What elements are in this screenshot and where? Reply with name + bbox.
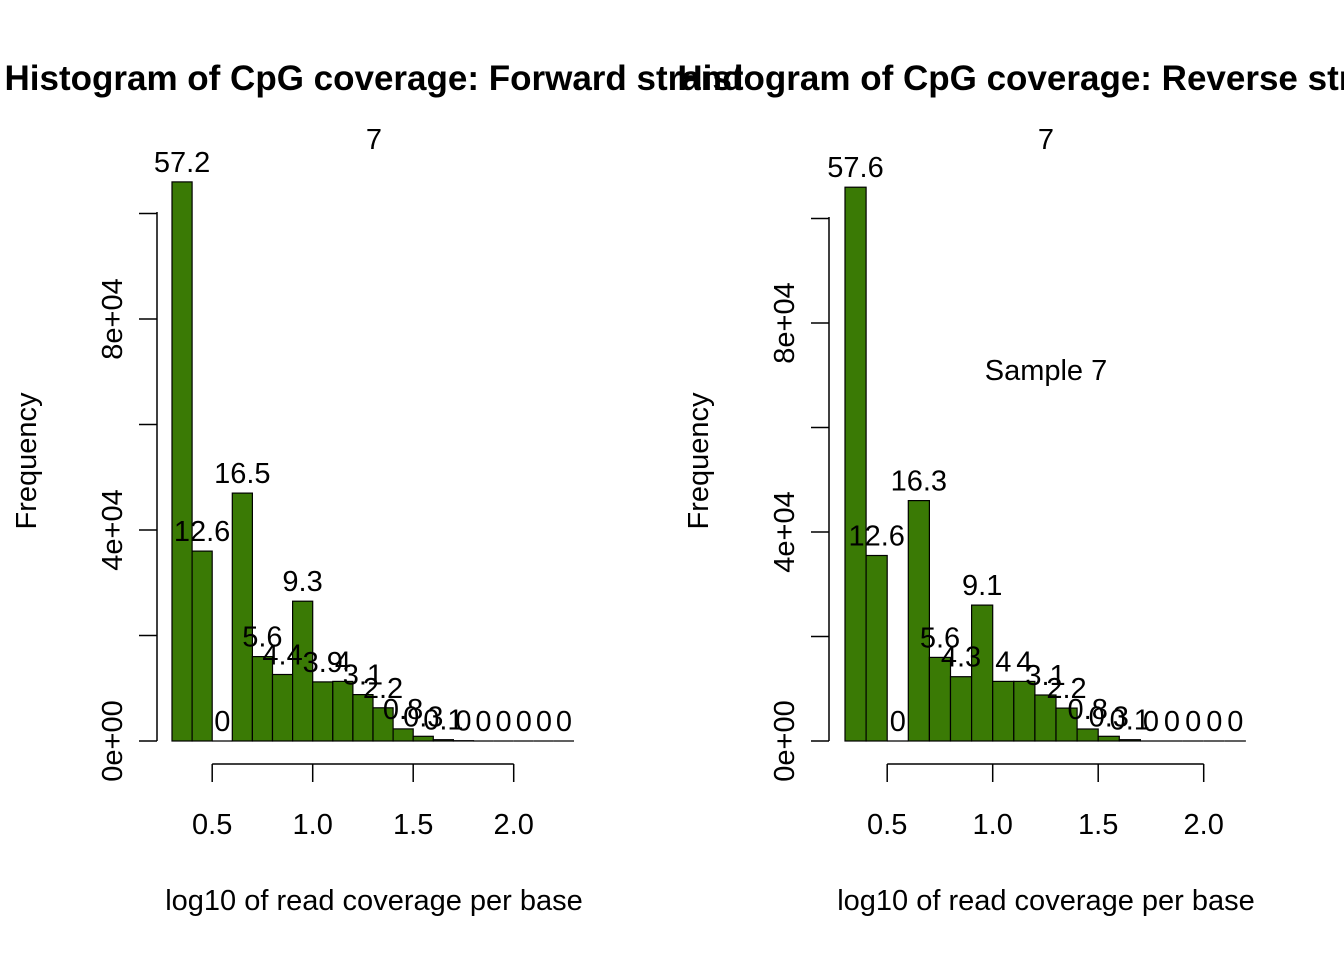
histogram-bar	[432, 739, 454, 742]
bar-label: 9.3	[282, 566, 322, 598]
chart-title: Histogram of CpG coverage: Reverse stran…	[677, 59, 1344, 98]
x-tick-label: 1.5	[1078, 809, 1118, 841]
y-tick-label: 0e+00	[97, 700, 129, 781]
bar-label: 0.3	[403, 701, 443, 733]
x-tick-label: 1.5	[393, 809, 433, 841]
bar-label: 3.9	[303, 647, 343, 679]
bar-label: 0	[1164, 706, 1180, 738]
x-tick-label: 2.0	[494, 809, 534, 841]
histogram-bar	[949, 676, 973, 742]
bar-label: 57.6	[827, 152, 883, 184]
y-axis: 0e+00 4e+04 8e+04	[97, 212, 158, 782]
bar-label: 4	[335, 646, 351, 678]
y-tick-label: 8e+04	[769, 282, 801, 363]
bar-label: 16.5	[214, 458, 270, 490]
bar-label: 0.1	[1110, 705, 1150, 737]
histogram-bar	[292, 600, 314, 742]
bar-label: 0.8	[1068, 694, 1108, 726]
histogram-bar	[992, 680, 1015, 742]
bar-label: 4	[1016, 646, 1032, 678]
histogram-bar	[191, 550, 213, 742]
x-tick-label: 1.0	[973, 809, 1013, 841]
y-axis-label: Frequency	[683, 392, 715, 530]
bar-labels: 57.2 12.6 0 16.5 5.64.4 9.3 3.943.12.20.80.30.…	[154, 147, 572, 738]
x-axis: 0.5 1.0 1.5 2.0	[867, 763, 1224, 841]
x-tick-label: 2.0	[1184, 809, 1224, 841]
histogram-bar	[865, 554, 888, 742]
histogram-bar	[372, 707, 394, 742]
x-axis-label: log10 of read coverage per base	[837, 885, 1255, 917]
histogram-bar	[171, 181, 193, 742]
histogram-bar	[271, 673, 294, 742]
bar-label: 2.2	[363, 673, 403, 705]
bar-label: 0.1	[423, 705, 463, 737]
x-tick-label: 0.5	[192, 809, 232, 841]
bar-label: 0	[455, 706, 471, 738]
histogram-bar	[907, 500, 930, 742]
bar-label: 0	[556, 706, 572, 738]
bar-label: 0	[516, 706, 532, 738]
histogram-bar	[1118, 739, 1142, 742]
bar-label: 5.6	[920, 622, 960, 654]
chart-subtitle: 7	[1038, 124, 1054, 156]
bar-label: 0.8	[383, 694, 423, 726]
histogram-bar	[412, 735, 434, 742]
bar-label: 2.2	[1046, 673, 1086, 705]
x-axis: 0.5 1.0 1.5 2.0	[192, 763, 534, 841]
histogram-bar	[1076, 728, 1099, 742]
bar-label: 12.6	[174, 516, 230, 548]
bar-label: 0	[890, 706, 906, 738]
bar-label: 4	[995, 646, 1011, 678]
bars	[171, 181, 574, 742]
bar-label: 16.3	[891, 466, 947, 498]
bar-label: 0	[475, 706, 491, 738]
histogram-bar	[970, 604, 994, 742]
bar-label: 0	[1227, 706, 1243, 738]
bar-label: 0	[1185, 706, 1201, 738]
y-axis-label: Frequency	[11, 392, 43, 530]
chart-subtitle: 7	[366, 124, 382, 156]
forward-strand-panel: Histogram of CpG coverage: Forward stran…	[4, 59, 743, 917]
x-axis-label: log10 of read coverage per base	[165, 885, 583, 917]
bar-label: 4.4	[262, 640, 302, 672]
bar-label: 57.2	[154, 147, 210, 179]
bar-label: 3.1	[1025, 660, 1065, 692]
y-tick-label: 4e+04	[97, 489, 129, 570]
histogram-bar	[1055, 707, 1078, 742]
bars	[844, 186, 1246, 742]
bar-label: 12.6	[848, 521, 904, 553]
x-tick-label: 1.0	[293, 809, 333, 841]
y-axis: 0e+00 4e+04 8e+04	[769, 217, 830, 782]
x-tick-label: 0.5	[867, 809, 907, 841]
sample-annotation: Sample 7	[985, 355, 1108, 387]
bar-label: 3.1	[343, 660, 383, 692]
bar-label: 9.1	[962, 570, 1002, 602]
bar-label: 0.3	[1089, 701, 1129, 733]
y-tick-label: 4e+04	[769, 491, 801, 572]
bar-label: 0	[1206, 706, 1222, 738]
y-tick-label: 0e+00	[769, 700, 801, 781]
bar-label: 0	[214, 706, 230, 738]
histogram-bar	[1097, 735, 1120, 742]
bar-label: 4.3	[941, 642, 981, 674]
histogram-bar	[844, 186, 867, 742]
reverse-strand-panel: Histogram of CpG coverage: Reverse stran…	[677, 59, 1344, 917]
histogram-bar	[231, 492, 254, 742]
bar-label: 0	[536, 706, 552, 738]
bar-label: 0	[1143, 706, 1159, 738]
chart-title: Histogram of CpG coverage: Forward stran…	[4, 59, 743, 98]
bar-label: 5.6	[242, 622, 282, 654]
histogram-bar	[312, 681, 334, 742]
y-tick-label: 8e+04	[97, 278, 129, 359]
histogram-bar	[392, 728, 414, 742]
bar-label: 0	[496, 706, 512, 738]
